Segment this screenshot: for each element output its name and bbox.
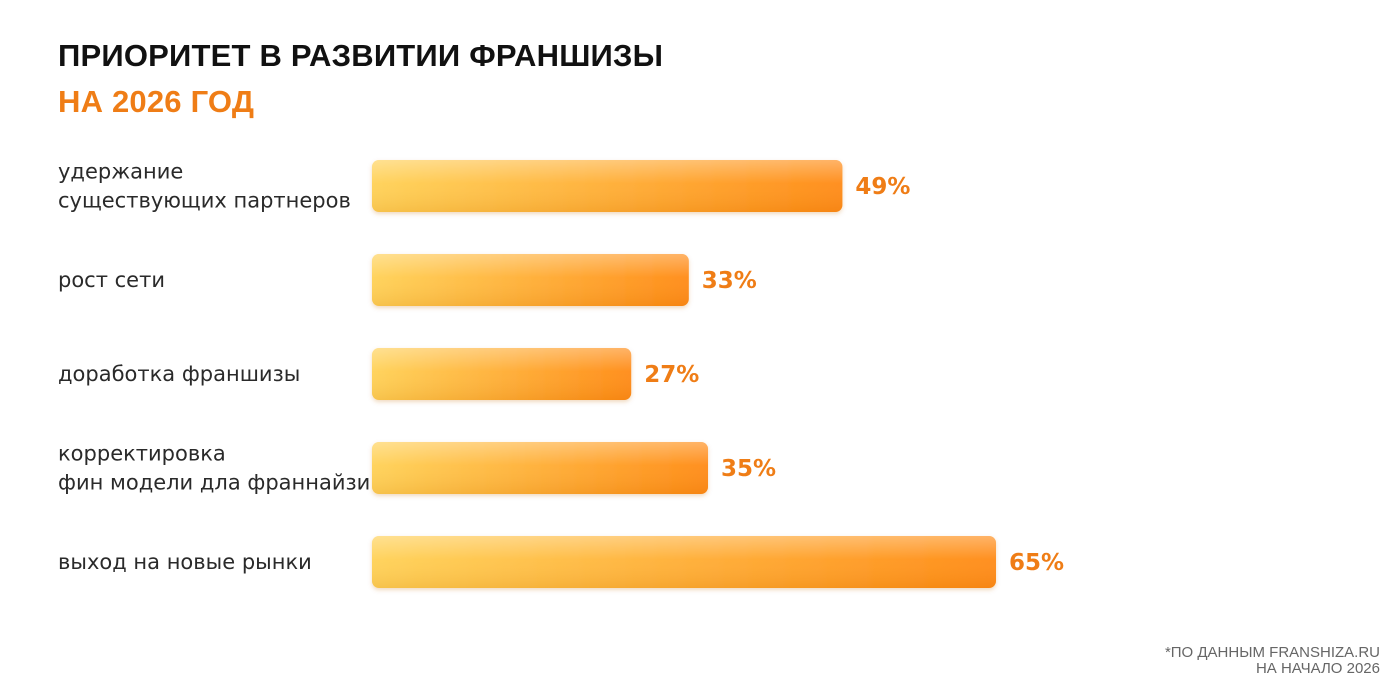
bar-5-highlight (372, 536, 996, 588)
value-label-1: 49% (855, 174, 910, 200)
category-label-5: выход на новые рынки (58, 550, 312, 574)
value-label-5: 65% (1009, 550, 1064, 576)
source-footnote: *ПО ДАННЫМ FRANSHIZA.RU НА НАЧАЛО 2026 (1165, 645, 1380, 677)
bar-2-highlight (372, 254, 689, 306)
category-label-2: рост сети (58, 268, 165, 292)
bar-4-highlight (372, 442, 708, 494)
category-label-1-line-2: существующих партнеров (58, 189, 351, 213)
bar-chart: 49% удержание существующих партнеров 33% рос… (58, 160, 1064, 588)
category-label-4-line-1: корректировка (58, 442, 226, 466)
labels-group: 49% удержание существующих партнеров 33% рос… (58, 160, 1064, 577)
source-line-2: НА НАЧАЛО 2026 (1255, 660, 1380, 677)
source-line-1: *ПО ДАННЫМ FRANSHIZA.RU (1164, 644, 1380, 661)
chart-subtitle: НА 2026 ГОД (58, 84, 255, 119)
bar-3-highlight (372, 348, 632, 400)
chart-title: ПРИОРИТЕТ В РАЗВИТИИ ФРАНШИЗЫ (58, 38, 664, 73)
category-label-3: доработка франшизы (58, 362, 300, 386)
bar-1-highlight (372, 160, 843, 212)
bars-group (372, 160, 996, 588)
value-label-4: 35% (721, 456, 776, 482)
value-label-3: 27% (644, 362, 699, 388)
value-label-2: 33% (702, 268, 757, 294)
category-label-1-line-1: удержание (58, 160, 183, 184)
category-label-4-line-2: фин модели дла франнайзи (58, 471, 370, 495)
